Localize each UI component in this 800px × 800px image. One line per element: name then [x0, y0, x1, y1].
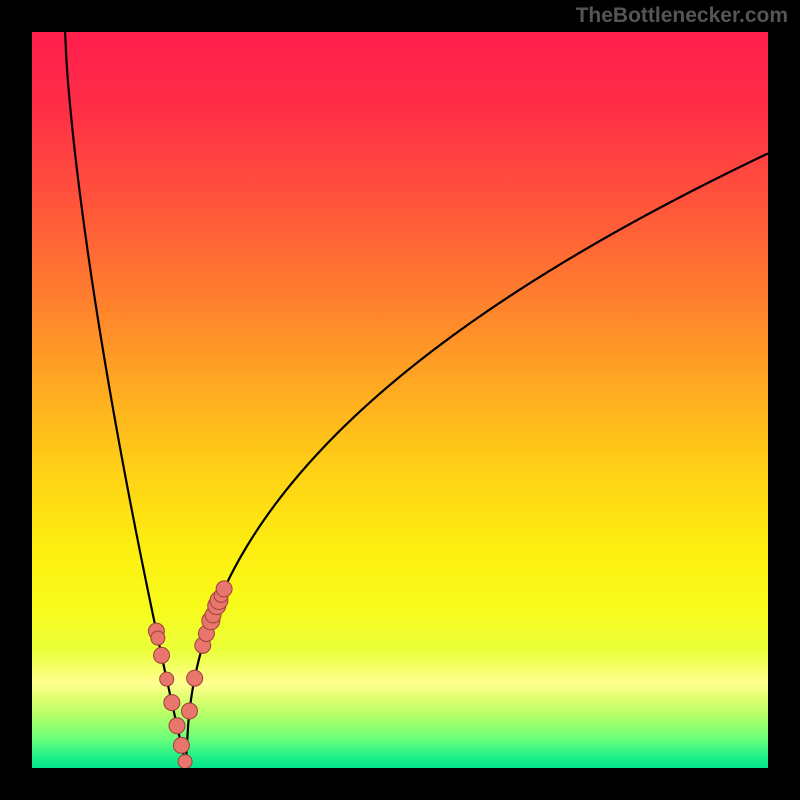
marker-group: [148, 581, 232, 768]
curve-marker: [151, 631, 165, 645]
curve-marker: [160, 672, 174, 686]
curve-marker: [187, 670, 203, 686]
curve-marker: [169, 718, 185, 734]
curve-marker: [216, 581, 232, 597]
curve-marker: [178, 755, 192, 768]
bottleneck-chart: TheBottlenecker.com: [0, 0, 800, 800]
curve-layer: [32, 32, 768, 768]
curve-marker: [173, 737, 189, 753]
plot-area: [32, 32, 768, 768]
bottleneck-curve: [65, 32, 768, 765]
attribution-label: TheBottlenecker.com: [576, 4, 788, 28]
curve-marker: [182, 703, 198, 719]
curve-marker: [164, 695, 180, 711]
curve-marker: [154, 647, 170, 663]
